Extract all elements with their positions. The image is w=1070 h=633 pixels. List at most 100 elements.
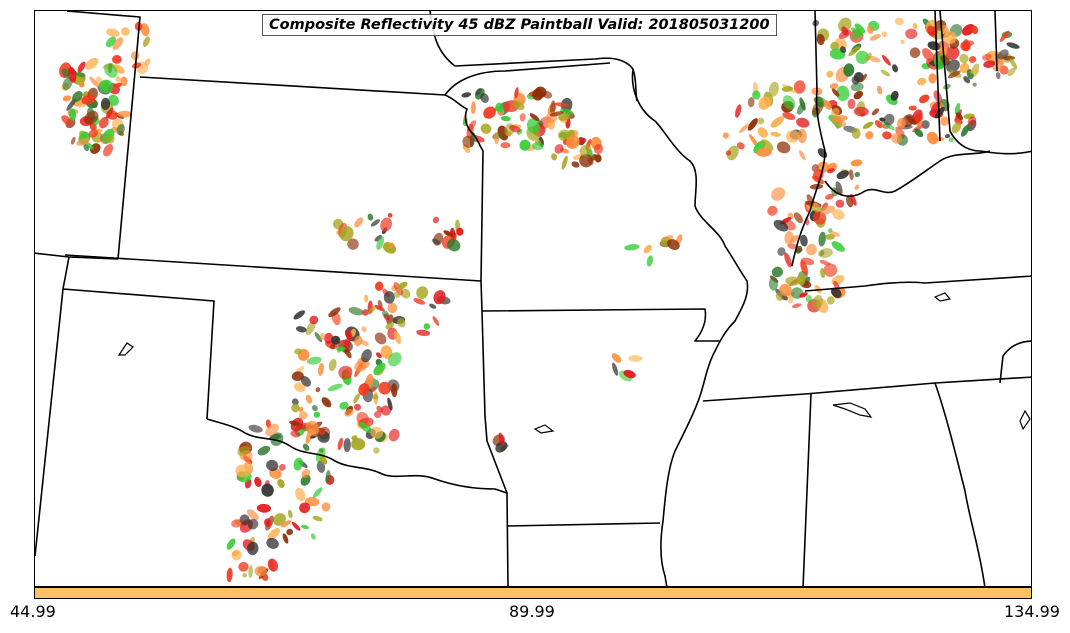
reflectivity-blob <box>722 132 729 139</box>
reflectivity-blob <box>365 373 374 388</box>
reflectivity-blob <box>757 117 765 125</box>
reflectivity-blob <box>773 219 789 232</box>
reflectivity-blob <box>416 329 431 336</box>
reflectivity-blob <box>628 355 643 362</box>
reflectivity-blob <box>796 117 810 128</box>
reflectivity-blob <box>725 150 732 156</box>
reflectivity-blob <box>423 323 431 330</box>
reflectivity-blob <box>397 281 408 290</box>
reflectivity-blob <box>376 405 383 413</box>
reflectivity-blob <box>70 136 76 145</box>
reflectivity-blob <box>264 518 272 527</box>
reflectivity-blob <box>387 352 402 367</box>
reflectivity-blob <box>75 71 86 78</box>
reflectivity-blob <box>115 76 121 83</box>
reflectivity-blob <box>447 238 461 252</box>
reflectivity-blob <box>776 141 791 154</box>
reflectivity-blob <box>866 25 874 35</box>
boundary-nc-edge <box>999 340 1031 384</box>
reflectivity-blob <box>934 106 945 119</box>
boundary-mi-edge <box>994 11 998 72</box>
reflectivity-blob <box>835 181 843 195</box>
reflectivity-blob <box>869 34 882 41</box>
reflectivity-blob <box>265 423 279 437</box>
reflectivity-blob <box>962 23 975 36</box>
lake-2 <box>533 424 555 434</box>
reflectivity-blob <box>348 307 364 316</box>
reflectivity-blob <box>812 294 823 310</box>
reflectivity-blob <box>771 187 786 201</box>
reflectivity-blob <box>257 445 271 456</box>
reflectivity-blob <box>854 23 866 34</box>
reflectivity-blob <box>117 110 132 118</box>
reflectivity-blob <box>84 110 99 125</box>
reflectivity-blob <box>840 46 847 54</box>
reflectivity-blob <box>362 309 369 316</box>
reflectivity-blob <box>921 120 930 129</box>
reflectivity-blob <box>940 116 949 126</box>
reflectivity-blob <box>388 428 400 442</box>
reflectivity-blob <box>456 227 464 236</box>
reflectivity-blob <box>812 202 821 213</box>
reflectivity-blob <box>571 161 580 168</box>
reflectivity-blob <box>782 112 796 120</box>
reflectivity-blob <box>817 148 828 158</box>
reflectivity-blob <box>77 61 86 73</box>
reflectivity-blob <box>550 100 556 115</box>
reflectivity-blob <box>378 381 391 395</box>
reflectivity-blob <box>289 420 300 426</box>
reflectivity-blob <box>594 154 602 163</box>
reflectivity-blob <box>68 108 77 121</box>
reflectivity-blob <box>286 528 294 536</box>
boundary-ok-ar <box>481 310 508 494</box>
reflectivity-blob <box>909 47 921 59</box>
reflectivity-blob <box>374 410 382 419</box>
reflectivity-blob <box>999 30 1010 42</box>
reflectivity-blob <box>305 420 320 435</box>
reflectivity-blob <box>248 424 263 433</box>
reflectivity-blob <box>62 95 72 102</box>
reflectivity-blob <box>364 294 369 303</box>
reflectivity-blob <box>854 171 860 178</box>
reflectivity-blob <box>376 236 385 250</box>
reflectivity-blob <box>529 113 540 122</box>
reflectivity-blob <box>121 27 130 36</box>
reflectivity-blob <box>100 97 111 110</box>
reflectivity-blob <box>130 51 140 61</box>
reflectivity-blob <box>62 77 73 91</box>
reflectivity-blob <box>788 297 794 304</box>
reflectivity-blob <box>747 97 755 108</box>
reflectivity-blob <box>758 96 772 110</box>
reflectivity-blob <box>354 360 367 373</box>
reflectivity-blob <box>120 76 128 87</box>
reflectivity-blob <box>88 129 98 138</box>
reflectivity-blob <box>387 302 398 314</box>
reflectivity-blob <box>554 102 569 108</box>
reflectivity-blob <box>76 137 90 146</box>
boundary-tn-south <box>702 376 1031 402</box>
reflectivity-blob <box>61 115 72 125</box>
boundary-il-in <box>939 11 1031 155</box>
reflectivity-blob <box>972 82 977 87</box>
reflectivity-blob <box>809 183 824 190</box>
reflectivity-blob <box>847 98 856 110</box>
reflectivity-blob <box>312 487 323 498</box>
reflectivity-blob <box>337 437 343 451</box>
reflectivity-blob <box>301 468 310 478</box>
reflectivity-blob <box>865 131 874 140</box>
reflectivity-blob <box>532 142 544 151</box>
reflectivity-blob <box>566 134 580 150</box>
reflectivity-blob <box>818 231 826 247</box>
reflectivity-blob <box>387 242 395 249</box>
reflectivity-blob <box>611 353 622 363</box>
reflectivity-blob <box>799 97 806 111</box>
reflectivity-blob <box>361 326 367 333</box>
reflectivity-blob <box>68 66 77 83</box>
reflectivity-blob <box>828 230 840 237</box>
reflectivity-blob <box>319 333 326 340</box>
reflectivity-blob <box>380 405 392 416</box>
reflectivity-blob <box>646 255 654 267</box>
reflectivity-blob <box>254 477 262 487</box>
reflectivity-blob <box>825 193 835 200</box>
reflectivity-blob <box>312 515 323 522</box>
